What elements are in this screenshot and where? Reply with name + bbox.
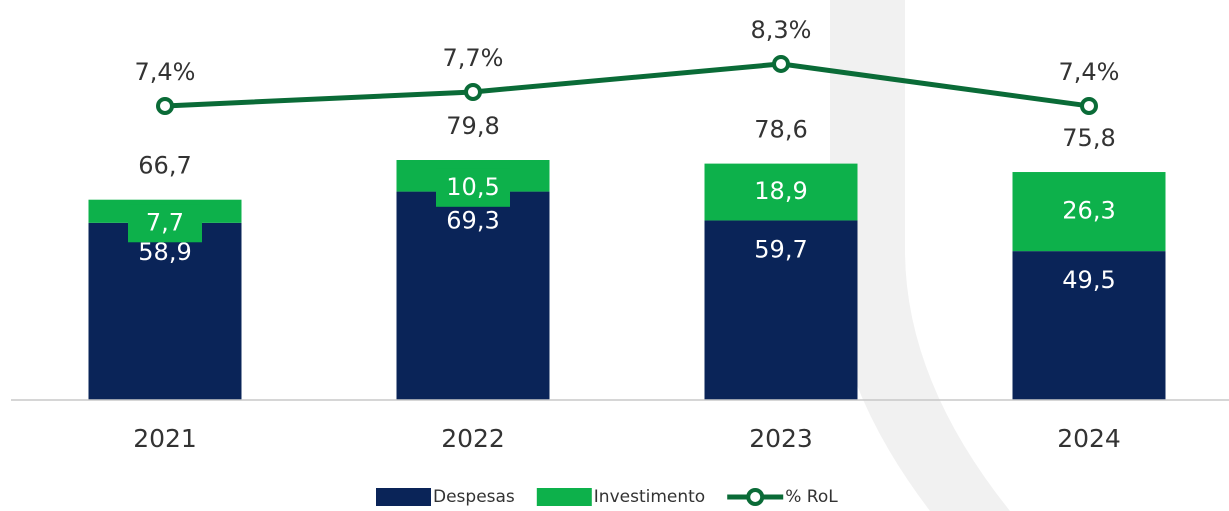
value-label: 7,7 bbox=[146, 208, 184, 236]
bar-segment bbox=[704, 220, 858, 400]
value-label: 26,3 bbox=[1062, 197, 1115, 225]
line-label: 7,4% bbox=[1059, 58, 1120, 86]
value-label: 18,9 bbox=[754, 177, 807, 205]
x-tick-label: 2021 bbox=[133, 424, 197, 453]
value-label: 49,5 bbox=[1062, 266, 1115, 294]
legend-swatch-marker bbox=[746, 488, 765, 506]
bar-segment bbox=[704, 163, 858, 221]
label-background bbox=[436, 168, 510, 207]
value-label: 58,9 bbox=[138, 238, 191, 266]
bar-segment bbox=[1012, 172, 1166, 252]
line-marker bbox=[1080, 96, 1098, 115]
x-tick-label: 2022 bbox=[441, 424, 505, 453]
legend-label: % RoL bbox=[785, 487, 838, 507]
line-marker bbox=[464, 82, 482, 101]
legend-swatch bbox=[536, 488, 592, 506]
total-label: 79,8 bbox=[446, 112, 499, 140]
legend-label: Investimento bbox=[594, 487, 705, 507]
x-tick-label: 2023 bbox=[749, 424, 813, 453]
bar-segment bbox=[396, 191, 550, 400]
label-background bbox=[128, 204, 202, 243]
line-label: 7,7% bbox=[443, 44, 504, 72]
x-tick-label: 2024 bbox=[1057, 424, 1121, 453]
total-label: 66,7 bbox=[138, 151, 191, 179]
background-decoration bbox=[830, 0, 1010, 511]
line-label: 7,4% bbox=[135, 58, 196, 86]
bar-segment bbox=[1012, 251, 1166, 400]
line-marker bbox=[156, 96, 174, 115]
bar-segment bbox=[88, 222, 242, 400]
total-label: 75,8 bbox=[1062, 124, 1115, 152]
legend-label: Despesas bbox=[433, 487, 515, 507]
value-label: 69,3 bbox=[446, 207, 499, 235]
value-label: 59,7 bbox=[754, 235, 807, 263]
line-marker bbox=[772, 54, 790, 73]
line bbox=[164, 61, 1090, 109]
line-label: 8,3% bbox=[751, 16, 812, 44]
value-label: 10,5 bbox=[446, 173, 499, 201]
total-label: 78,6 bbox=[754, 116, 807, 144]
legend-swatch bbox=[376, 488, 431, 506]
